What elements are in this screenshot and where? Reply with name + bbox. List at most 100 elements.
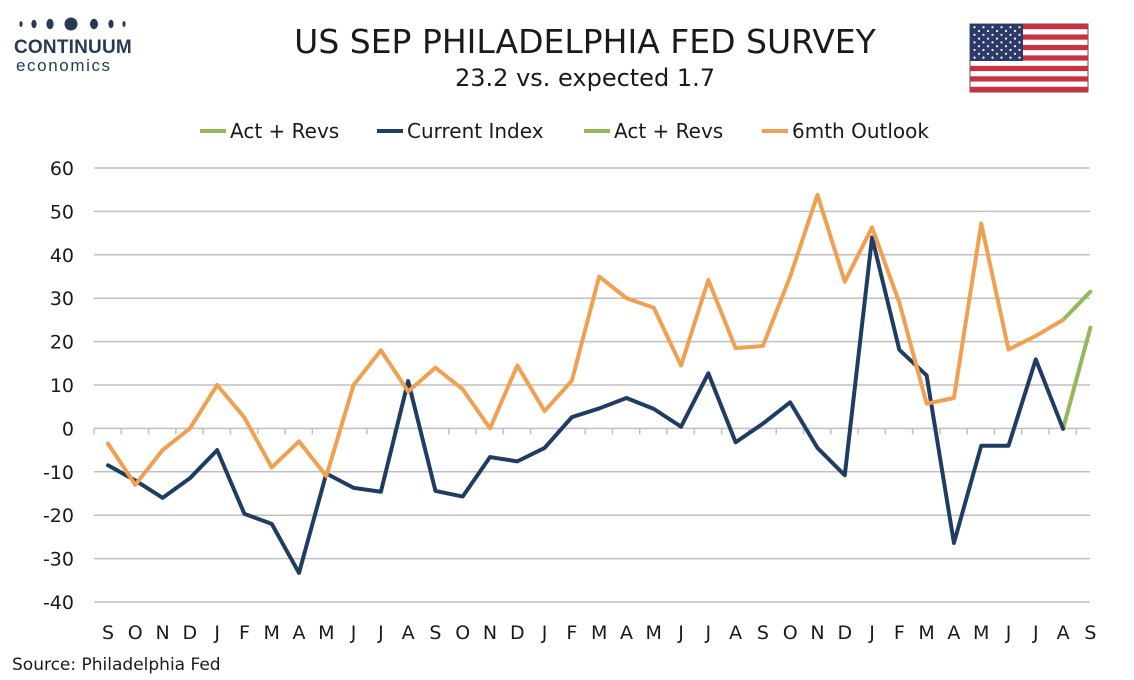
flag-stripe bbox=[970, 86, 1088, 92]
x-tick-label: M bbox=[918, 622, 934, 644]
y-axis: -40 -30 -20 -10 0 10 20 30 40 50 60 bbox=[43, 158, 74, 614]
flag-star bbox=[1009, 56, 1012, 59]
flag-star bbox=[982, 41, 985, 44]
flag-star bbox=[973, 41, 976, 44]
x-tick-label: A bbox=[729, 622, 742, 644]
flag-star bbox=[1018, 41, 1021, 44]
flag-star bbox=[982, 26, 985, 29]
flag-star bbox=[982, 48, 985, 52]
x-tick-label: S bbox=[1084, 622, 1096, 644]
x-tick-label: O bbox=[783, 622, 798, 644]
x-tick-label: N bbox=[155, 622, 169, 644]
legend-label: Current Index bbox=[407, 119, 544, 143]
x-tick-label: N bbox=[483, 622, 497, 644]
x-tick-label: J bbox=[213, 622, 220, 644]
flag-stripe bbox=[970, 76, 1088, 82]
y-tick-label: 60 bbox=[50, 158, 74, 180]
flag-star bbox=[1009, 26, 1012, 29]
x-tick-label: D bbox=[837, 622, 852, 644]
x-tick-label: N bbox=[810, 622, 824, 644]
flag-star bbox=[1018, 56, 1021, 59]
flag-stripe bbox=[970, 55, 1088, 61]
series-line-act-revs bbox=[1061, 289, 1093, 322]
continuum-logo: CONTINUUM economics bbox=[14, 17, 132, 75]
flag-star bbox=[1009, 48, 1012, 52]
flag-star bbox=[1013, 52, 1017, 55]
legend-item-6mth-outlook: 6mth Outlook bbox=[762, 119, 929, 143]
legend-label: Act + Revs bbox=[230, 119, 339, 143]
x-tick-label: J bbox=[1005, 622, 1012, 644]
y-tick-label: 20 bbox=[50, 332, 74, 354]
flag-star bbox=[995, 45, 999, 48]
logo-tagline: economics bbox=[16, 56, 112, 75]
series-line-act-revs bbox=[1061, 325, 1093, 431]
x-tick-label: J bbox=[677, 622, 684, 644]
flag-star bbox=[1013, 45, 1017, 48]
legend-item-current-index: Current Index bbox=[377, 119, 544, 143]
flag-stripe bbox=[970, 24, 1088, 30]
x-tick-label: J bbox=[868, 622, 875, 644]
flag-star bbox=[977, 45, 981, 48]
flag-star bbox=[1009, 33, 1012, 36]
flag-star bbox=[986, 45, 990, 48]
chart-subtitle: 23.2 vs. expected 1.7 bbox=[455, 64, 715, 92]
flag-star bbox=[991, 41, 994, 44]
flag-star bbox=[977, 52, 981, 55]
x-tick-label: J bbox=[350, 622, 357, 644]
x-tick-label: A bbox=[402, 622, 415, 644]
x-tick-label: A bbox=[620, 622, 633, 644]
gridlines bbox=[94, 167, 1090, 603]
x-tick-label: S bbox=[429, 622, 441, 644]
x-tick-label: S bbox=[102, 622, 114, 644]
flag-star bbox=[1000, 26, 1003, 29]
x-tick-label: J bbox=[541, 622, 548, 644]
us-flag-icon bbox=[969, 23, 1089, 93]
flag-star bbox=[1000, 48, 1003, 52]
x-tick-label: M bbox=[264, 622, 280, 644]
y-tick-label: 50 bbox=[50, 201, 74, 223]
x-tick-label: J bbox=[705, 622, 712, 644]
flag-star bbox=[1018, 48, 1021, 52]
flag-star bbox=[1004, 45, 1008, 48]
x-tick-label: F bbox=[894, 622, 905, 644]
flag-star bbox=[986, 37, 990, 40]
flag-star bbox=[1004, 52, 1008, 55]
legend-item-act-revs-1: Act + Revs bbox=[200, 119, 339, 143]
y-tick-label: 10 bbox=[50, 375, 74, 397]
x-tick-label: A bbox=[947, 622, 960, 644]
flag-star bbox=[1013, 37, 1017, 40]
flag-star bbox=[973, 26, 976, 29]
flag-star bbox=[973, 56, 976, 59]
y-tick-label: -10 bbox=[43, 462, 74, 484]
y-tick-label: -20 bbox=[43, 505, 74, 527]
y-tick-label: 30 bbox=[50, 288, 74, 310]
y-tick-label: 0 bbox=[62, 418, 74, 440]
flag-star bbox=[1000, 56, 1003, 59]
flag-stripe bbox=[970, 65, 1088, 72]
x-tick-label: S bbox=[757, 622, 769, 644]
logo-dots bbox=[19, 17, 126, 31]
y-tick-label: 40 bbox=[50, 245, 74, 267]
flag-star bbox=[977, 37, 981, 40]
x-tick-label: F bbox=[566, 622, 577, 644]
x-tick-label: M bbox=[318, 622, 334, 644]
chart-title: US SEP PHILADELPHIA FED SURVEY bbox=[294, 22, 876, 61]
flag-star bbox=[1000, 33, 1003, 36]
logo-name: CONTINUUM bbox=[14, 37, 132, 58]
x-tick-label: F bbox=[239, 622, 250, 644]
flag-star bbox=[1004, 37, 1008, 40]
flag-star bbox=[991, 48, 994, 52]
flag-star bbox=[982, 33, 985, 36]
flag-star bbox=[991, 33, 994, 36]
flag-star bbox=[1004, 29, 1008, 33]
x-tick-label: A bbox=[1057, 622, 1070, 644]
flag-stripe bbox=[970, 44, 1088, 51]
x-tick-label: M bbox=[591, 622, 607, 644]
x-tick-label: J bbox=[377, 622, 384, 644]
flag-star bbox=[1000, 41, 1003, 44]
legend-label: 6mth Outlook bbox=[792, 119, 929, 143]
flag-star bbox=[1009, 41, 1012, 44]
